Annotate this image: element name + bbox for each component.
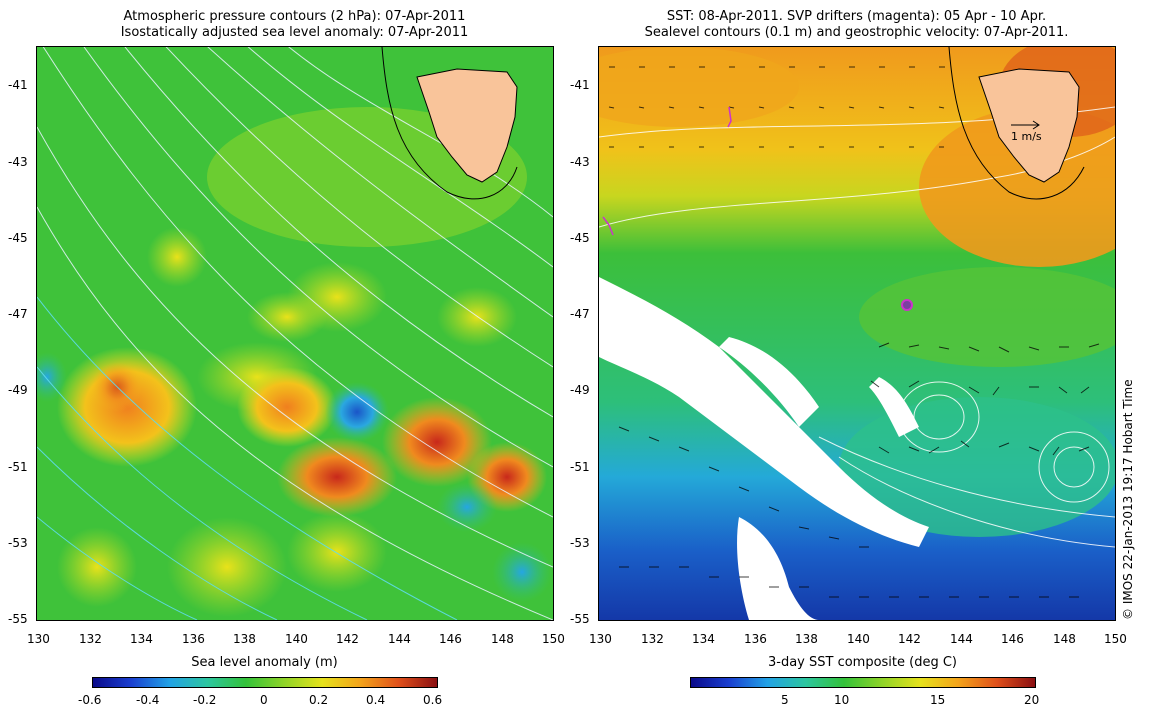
left-lon-tick: 142	[336, 632, 359, 646]
velocity-scale-label: 1 m/s	[1011, 130, 1042, 143]
sea-level-anomaly-field	[37, 47, 553, 620]
right-lat-tick: -43	[570, 155, 590, 169]
right-lon-tick: 134	[692, 632, 715, 646]
left-lon-tick: 140	[285, 632, 308, 646]
right-colorbar-tick: 15	[930, 693, 946, 707]
geostrophic-velocity-arrows	[608, 66, 1100, 598]
right-title-line2: Sealevel contours (0.1 m) and geostrophi…	[644, 25, 1069, 40]
left-lon-tick: 138	[233, 632, 256, 646]
right-lon-tick: 150	[1104, 632, 1127, 646]
drifter-marker	[901, 299, 913, 311]
left-colorbar-tick: -0.6	[78, 693, 102, 707]
right-lat-tick: -51	[570, 460, 590, 474]
right-lon-tick: 146	[1001, 632, 1024, 646]
left-colorbar-tick: 0.4	[366, 693, 386, 707]
right-colorbar-tick: 10	[834, 693, 850, 707]
left-lat-tick: -43	[8, 155, 28, 169]
left-lat-tick: -55	[8, 612, 28, 626]
left-colorbar-tick: 0	[260, 693, 268, 707]
right-lon-tick: 142	[898, 632, 921, 646]
sst-colorbar	[690, 677, 1036, 688]
right-lon-tick: 132	[641, 632, 664, 646]
sst-field: 1 m/s	[599, 47, 1115, 620]
left-lon-tick: 130	[27, 632, 50, 646]
right-colorbar-label: 3-day SST composite (deg C)	[767, 655, 958, 670]
left-lat-tick: -49	[8, 383, 28, 397]
left-lon-tick: 144	[388, 632, 411, 646]
left-lat-tick: -51	[8, 460, 28, 474]
drifter-track	[602, 216, 614, 236]
left-colorbar-tick: 0.2	[309, 693, 329, 707]
drifter-track	[727, 106, 732, 128]
left-lat-tick: -45	[8, 231, 28, 245]
right-colorbar-tick: 5	[781, 693, 789, 707]
left-lon-tick: 132	[79, 632, 102, 646]
credit-text: © IMOS 22-Jan-2013 19:17 Hobart Time	[1121, 379, 1135, 620]
left-colorbar-tick: 0.6	[423, 693, 443, 707]
sea-level-colorbar	[92, 677, 438, 688]
right-lon-tick: 140	[847, 632, 870, 646]
left-lat-tick: -53	[8, 536, 28, 550]
right-lat-tick: -45	[570, 231, 590, 245]
right-lat-tick: -41	[570, 78, 590, 92]
right-lon-tick: 136	[744, 632, 767, 646]
right-lat-tick: -55	[570, 612, 590, 626]
sst-map: 1 m/s	[598, 46, 1116, 621]
left-lon-tick: 150	[542, 632, 565, 646]
right-lat-tick: -47	[570, 307, 590, 321]
right-lat-tick: -53	[570, 536, 590, 550]
left-title-line1: Atmospheric pressure contours (2 hPa): 0…	[123, 9, 466, 24]
left-lat-tick: -41	[8, 78, 28, 92]
velocity-scale-arrow: 1 m/s	[1011, 120, 1042, 143]
right-lon-tick: 138	[795, 632, 818, 646]
right-title-line1: SST: 08-Apr-2011. SVP drifters (magenta)…	[666, 9, 1047, 24]
right-lon-tick: 144	[950, 632, 973, 646]
right-lat-tick: -49	[570, 383, 590, 397]
left-lon-tick: 148	[491, 632, 514, 646]
right-lon-tick: 130	[589, 632, 612, 646]
left-title-line2: Isostatically adjusted sea level anomaly…	[120, 25, 469, 40]
left-lat-tick: -47	[8, 307, 28, 321]
left-lon-tick: 146	[439, 632, 462, 646]
left-colorbar-label: Sea level anomaly (m)	[191, 655, 338, 670]
left-lon-tick: 136	[182, 632, 205, 646]
left-colorbar-tick: -0.2	[193, 693, 217, 707]
left-lon-tick: 134	[130, 632, 153, 646]
right-lon-tick: 148	[1053, 632, 1076, 646]
tasmania-land	[416, 68, 518, 183]
left-colorbar-tick: -0.4	[136, 693, 160, 707]
right-colorbar-tick: 20	[1024, 693, 1040, 707]
sea-level-anomaly-map	[36, 46, 554, 621]
